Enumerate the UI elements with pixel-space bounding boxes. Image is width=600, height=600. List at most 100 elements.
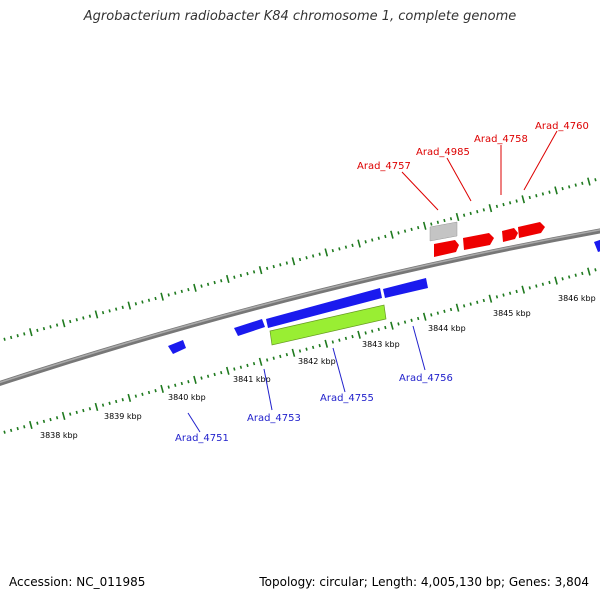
outer-ring-minor-tick xyxy=(502,202,505,207)
inner-ring-minor-tick xyxy=(344,336,348,341)
outer-ring-major-tick xyxy=(127,301,132,310)
inner-ring-minor-tick xyxy=(502,293,505,297)
gene-label-arad-4758[interactable]: Arad_4758 xyxy=(474,134,528,145)
outer-ring-minor-tick xyxy=(508,201,512,205)
gray-feature[interactable] xyxy=(429,221,458,242)
inner-tick-ring xyxy=(3,267,597,434)
inner-ring-minor-tick xyxy=(331,340,334,344)
scale-label-3846: 3846 kbp xyxy=(558,294,596,303)
inner-ring-minor-tick xyxy=(141,392,144,396)
outer-ring-minor-tick xyxy=(528,195,531,200)
outer-ring-major-tick xyxy=(29,328,33,337)
outer-ring-minor-tick xyxy=(581,181,584,185)
chromosome-backbone xyxy=(0,228,600,387)
outer-ring-minor-tick xyxy=(266,266,269,271)
outer-ring-minor-tick xyxy=(220,279,223,283)
gene-label-arad-4760[interactable]: Arad_4760 xyxy=(535,121,589,132)
outer-ring-minor-tick xyxy=(69,319,72,324)
gene-label-arad-4985[interactable]: Arad_4985 xyxy=(416,147,470,158)
outer-ring-minor-tick xyxy=(371,238,374,242)
outer-ring-minor-tick xyxy=(397,231,400,235)
outer-ring-major-tick xyxy=(554,186,558,195)
inner-ring-minor-tick xyxy=(23,425,26,429)
gene-label-arad-4751[interactable]: Arad_4751 xyxy=(175,433,229,444)
outer-ring-minor-tick xyxy=(338,247,341,251)
outer-ring-minor-tick xyxy=(16,334,19,338)
outer-ring-minor-tick xyxy=(462,213,466,217)
outer-ring-minor-tick xyxy=(154,296,157,301)
reverse-gene-right-edge[interactable] xyxy=(594,238,600,252)
gene-label-arad-4757[interactable]: Arad_4757 xyxy=(357,161,411,172)
inner-ring-minor-tick xyxy=(266,358,269,362)
outer-ring-minor-tick xyxy=(351,243,354,247)
forward-gene-arad-4760[interactable] xyxy=(518,222,545,238)
outer-tick-ring xyxy=(3,177,597,341)
leader-arad-4755 xyxy=(332,347,346,393)
inner-ring-major-tick xyxy=(193,375,197,384)
outer-ring-minor-tick xyxy=(384,234,387,239)
outer-ring-minor-tick xyxy=(469,211,472,216)
inner-ring-minor-tick xyxy=(338,338,341,342)
reverse-gene-arad-4751[interactable] xyxy=(168,340,186,354)
inner-ring-minor-tick xyxy=(581,271,584,276)
inner-ring-minor-tick xyxy=(82,408,85,413)
leader-arad-4756 xyxy=(412,325,426,371)
reverse-gene-arad-4755[interactable] xyxy=(266,288,382,328)
gene-label-arad-4756[interactable]: Arad_4756 xyxy=(399,373,453,384)
outer-ring-major-tick xyxy=(455,212,460,222)
outer-ring-minor-tick xyxy=(75,318,78,322)
inner-ring-minor-tick xyxy=(594,268,597,272)
scale-label-3838: 3838 kbp xyxy=(40,431,78,440)
outer-ring-major-tick xyxy=(94,310,99,319)
inner-ring-minor-tick xyxy=(206,374,210,378)
inner-ring-minor-tick xyxy=(272,356,275,360)
genome-stats-text: Topology: circular; Length: 4,005,130 bp… xyxy=(259,575,589,589)
inner-ring-minor-tick xyxy=(167,385,170,389)
inner-ring-minor-tick xyxy=(417,316,420,321)
leader-arad-4753 xyxy=(263,368,273,411)
forward-gene-arad-4758[interactable] xyxy=(502,228,518,242)
forward-gene-arad-4757[interactable] xyxy=(434,240,459,257)
outer-ring-minor-tick xyxy=(311,254,315,258)
inner-ring-minor-tick xyxy=(482,298,485,303)
outer-ring-major-tick xyxy=(160,292,164,301)
chromosome-backbone-highlight xyxy=(0,229,600,384)
inner-ring-minor-tick xyxy=(49,417,52,422)
scale-label-3843: 3843 kbp xyxy=(362,340,400,349)
outer-ring-minor-tick xyxy=(482,208,485,212)
inner-ring-minor-tick xyxy=(134,394,138,398)
green-feature[interactable] xyxy=(269,304,387,346)
inner-ring-minor-tick xyxy=(108,401,111,405)
inner-ring-major-tick xyxy=(357,330,361,339)
outer-ring-minor-tick xyxy=(206,282,210,286)
inner-ring-minor-tick xyxy=(541,282,545,286)
outer-ring-minor-tick xyxy=(82,316,85,320)
inner-ring-major-tick xyxy=(258,357,263,366)
inner-ring-minor-tick xyxy=(279,354,282,359)
outer-ring-minor-tick xyxy=(377,236,380,240)
inner-ring-major-tick xyxy=(291,348,296,357)
outer-ring-minor-tick xyxy=(574,183,577,187)
inner-ring-minor-tick xyxy=(371,329,374,333)
gene-label-arad-4755[interactable]: Arad_4755 xyxy=(320,393,374,404)
inner-ring-minor-tick xyxy=(147,390,151,395)
inner-ring-minor-tick xyxy=(88,407,92,411)
outer-ring-minor-tick xyxy=(410,227,413,232)
gene-label-arad-4753[interactable]: Arad_4753 xyxy=(247,413,301,424)
inner-ring-major-tick xyxy=(587,267,591,276)
reverse-gene-arad-4756[interactable] xyxy=(383,278,428,298)
reverse-gene-arad-4753[interactable] xyxy=(234,319,265,336)
inner-ring-minor-tick xyxy=(121,398,124,402)
outer-ring-minor-tick xyxy=(233,275,236,279)
inner-ring-minor-tick xyxy=(69,412,72,416)
forward-gene-arad-4985[interactable] xyxy=(463,233,494,250)
inner-ring-major-tick xyxy=(94,402,99,412)
inner-ring-major-tick xyxy=(61,411,66,421)
inner-ring-minor-tick xyxy=(568,275,571,279)
outer-ring-minor-tick xyxy=(121,305,124,309)
leader-arad-4751 xyxy=(187,412,201,433)
inner-ring-minor-tick xyxy=(233,367,236,371)
outer-ring-major-tick xyxy=(61,319,66,328)
outer-ring-minor-tick xyxy=(298,257,302,262)
scale-label-3840: 3840 kbp xyxy=(168,393,206,402)
